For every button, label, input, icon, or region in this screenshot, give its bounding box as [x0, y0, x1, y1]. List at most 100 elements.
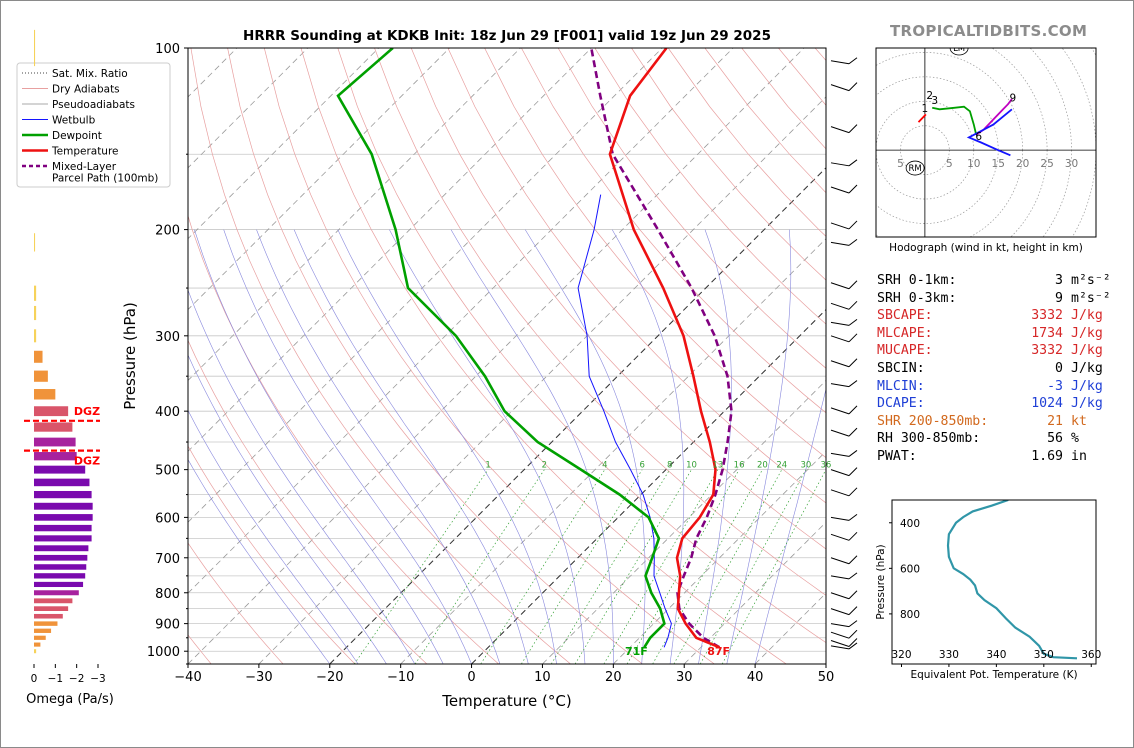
index-label: MLCAPE:	[877, 325, 933, 341]
wind-barb-staff	[830, 429, 850, 437]
isotherm	[188, 48, 379, 240]
omega-bar	[34, 389, 56, 400]
legend-label-pseudoadiabat: Pseudoadiabats	[52, 99, 135, 111]
storm-motion-marker	[949, 48, 969, 56]
wind-barb-feather	[848, 629, 858, 639]
wind-barb-feather	[848, 380, 858, 387]
dry-adiabat	[374, 48, 826, 596]
mixing-ratio-label: 30	[800, 461, 811, 471]
wind-barb-feather	[848, 220, 858, 230]
omega-chart: DGZ DGZ 0 −1 −2 −3 Omega (Pa/s)	[24, 29, 114, 707]
index-unit: J/kg	[1071, 343, 1103, 359]
index-unit: J/kg	[1071, 325, 1103, 341]
isotherm	[188, 48, 805, 664]
wind-barb-staff	[830, 516, 850, 521]
indices-panel: SRH 0-1km: 3 m²s⁻² SRH 0-3km: 9 m²s⁻² SBCAPE: 3…	[877, 272, 1111, 466]
legend-label-sat_mix: Sat. Mix. Ratio	[52, 68, 128, 80]
index-label: DCAPE:	[877, 396, 925, 412]
hodograph-ring-label: 30	[1065, 158, 1078, 170]
hodograph-ring-label: 5	[897, 158, 904, 170]
wind-barb-feather	[848, 555, 858, 565]
omega-bar	[34, 29, 36, 67]
hodograph-chart: 5 5 10 15 20 25 30 123 6 9 LM RM Hodograph (wind in…	[875, 47, 1097, 254]
wind-barb-staff	[830, 592, 850, 600]
hodograph-trace	[932, 105, 978, 136]
mixing-ratio-line	[480, 469, 606, 664]
moist-adiabat	[188, 409, 359, 664]
moist-adiabat	[256, 229, 501, 664]
storm-motion-label: RM	[908, 164, 921, 174]
hodograph-trace	[917, 113, 927, 123]
zero-isotherm	[471, 308, 826, 664]
wind-barb-staff	[830, 407, 850, 415]
omega-bar	[34, 606, 69, 611]
omega-bar	[34, 465, 86, 474]
mixing-ratio-line	[673, 469, 783, 664]
isotherm	[683, 521, 826, 664]
surface-value-label: 71F	[625, 645, 648, 658]
surface-labels: 71F 87F	[625, 645, 730, 658]
omega-bar	[34, 285, 37, 301]
index-row: SRH 0-1km: 3 m²s⁻²	[877, 272, 1111, 290]
dry-adiabat	[227, 48, 643, 664]
wind-barb-staff	[830, 222, 850, 230]
wind-barb-feather	[848, 159, 858, 167]
skewt-y-tick-label: 900	[155, 618, 180, 633]
omega-bar	[34, 649, 37, 654]
temperature-line	[608, 48, 720, 649]
wind-barb-feather	[848, 638, 858, 647]
index-row: RH 300-850mb: 56%	[877, 430, 1111, 448]
theta-e-x-label: Equivalent Pot. Temperature (K)	[910, 669, 1077, 681]
skewt-y-tick-label: 400	[155, 405, 180, 420]
omega-bar	[34, 621, 58, 626]
index-unit: J/kg	[1071, 378, 1103, 394]
wind-barb-feather	[848, 333, 858, 343]
moist-adiabat	[450, 229, 614, 664]
omega-bar	[34, 478, 90, 487]
skewt-y-ticks: 100 200 300 400 500 600 700 800 900 1000	[147, 42, 188, 665]
hodograph-height-label: 3	[931, 95, 938, 107]
moist-adiabat	[337, 229, 557, 664]
theta-e-x-tick-label: 350	[1034, 649, 1054, 661]
hodograph-ring-label: 5	[946, 158, 953, 170]
hodograph-ring-label: 15	[992, 158, 1005, 170]
wind-barb-staff	[830, 575, 850, 580]
index-label: SHR 200-850mb:	[877, 413, 989, 429]
dry-adiabat	[263, 48, 715, 664]
wind-barb-feather	[848, 358, 858, 368]
omega-x-tick-label: −3	[90, 673, 105, 685]
hodograph-ring-label: 25	[1040, 158, 1053, 170]
index-row: SBCIN: 0 J/kg	[877, 360, 1111, 378]
legend-label-parcel: Mixed-Layer	[52, 161, 117, 173]
hodograph-height-label: 2	[926, 90, 933, 102]
moist-adiabat	[698, 229, 732, 664]
wind-barb-feather	[848, 642, 858, 650]
omega-bar	[34, 590, 79, 596]
omega-bar	[34, 233, 36, 252]
hodograph-caption: Hodograph (wind in kt, height in km)	[889, 242, 1083, 254]
mixing-ratio-label: 6	[639, 461, 644, 471]
storm-motion-marker	[905, 160, 925, 176]
isotherm	[188, 48, 734, 594]
index-value: 3332	[1031, 343, 1063, 359]
moist-adiabat	[726, 229, 792, 664]
theta-e-y-tick-label: 800	[900, 609, 920, 621]
index-value: 0	[1055, 360, 1063, 376]
dry-adiabat	[188, 445, 356, 664]
wind-barb-staff	[830, 533, 850, 541]
index-label: SBCAPE:	[877, 308, 933, 324]
dewpoint-line	[336, 48, 666, 648]
skewt-legend: Sat. Mix. Ratio Dry Adiabats Pseudoadiabat…	[16, 62, 171, 188]
wind-barb-staff	[830, 186, 850, 194]
wind-barb-staff	[830, 241, 850, 246]
omega-bar	[34, 535, 92, 542]
mixing-ratio-line	[652, 469, 763, 664]
index-value: 1734	[1031, 325, 1063, 341]
dry-adiabat	[337, 48, 826, 644]
dry-adiabat	[300, 48, 787, 664]
skewt-x-tick-label: −10	[387, 670, 414, 685]
theta-e-line	[946, 500, 1078, 660]
omega-bar	[34, 370, 48, 382]
index-value: 1.69	[1031, 448, 1063, 464]
isotherm	[188, 48, 309, 169]
